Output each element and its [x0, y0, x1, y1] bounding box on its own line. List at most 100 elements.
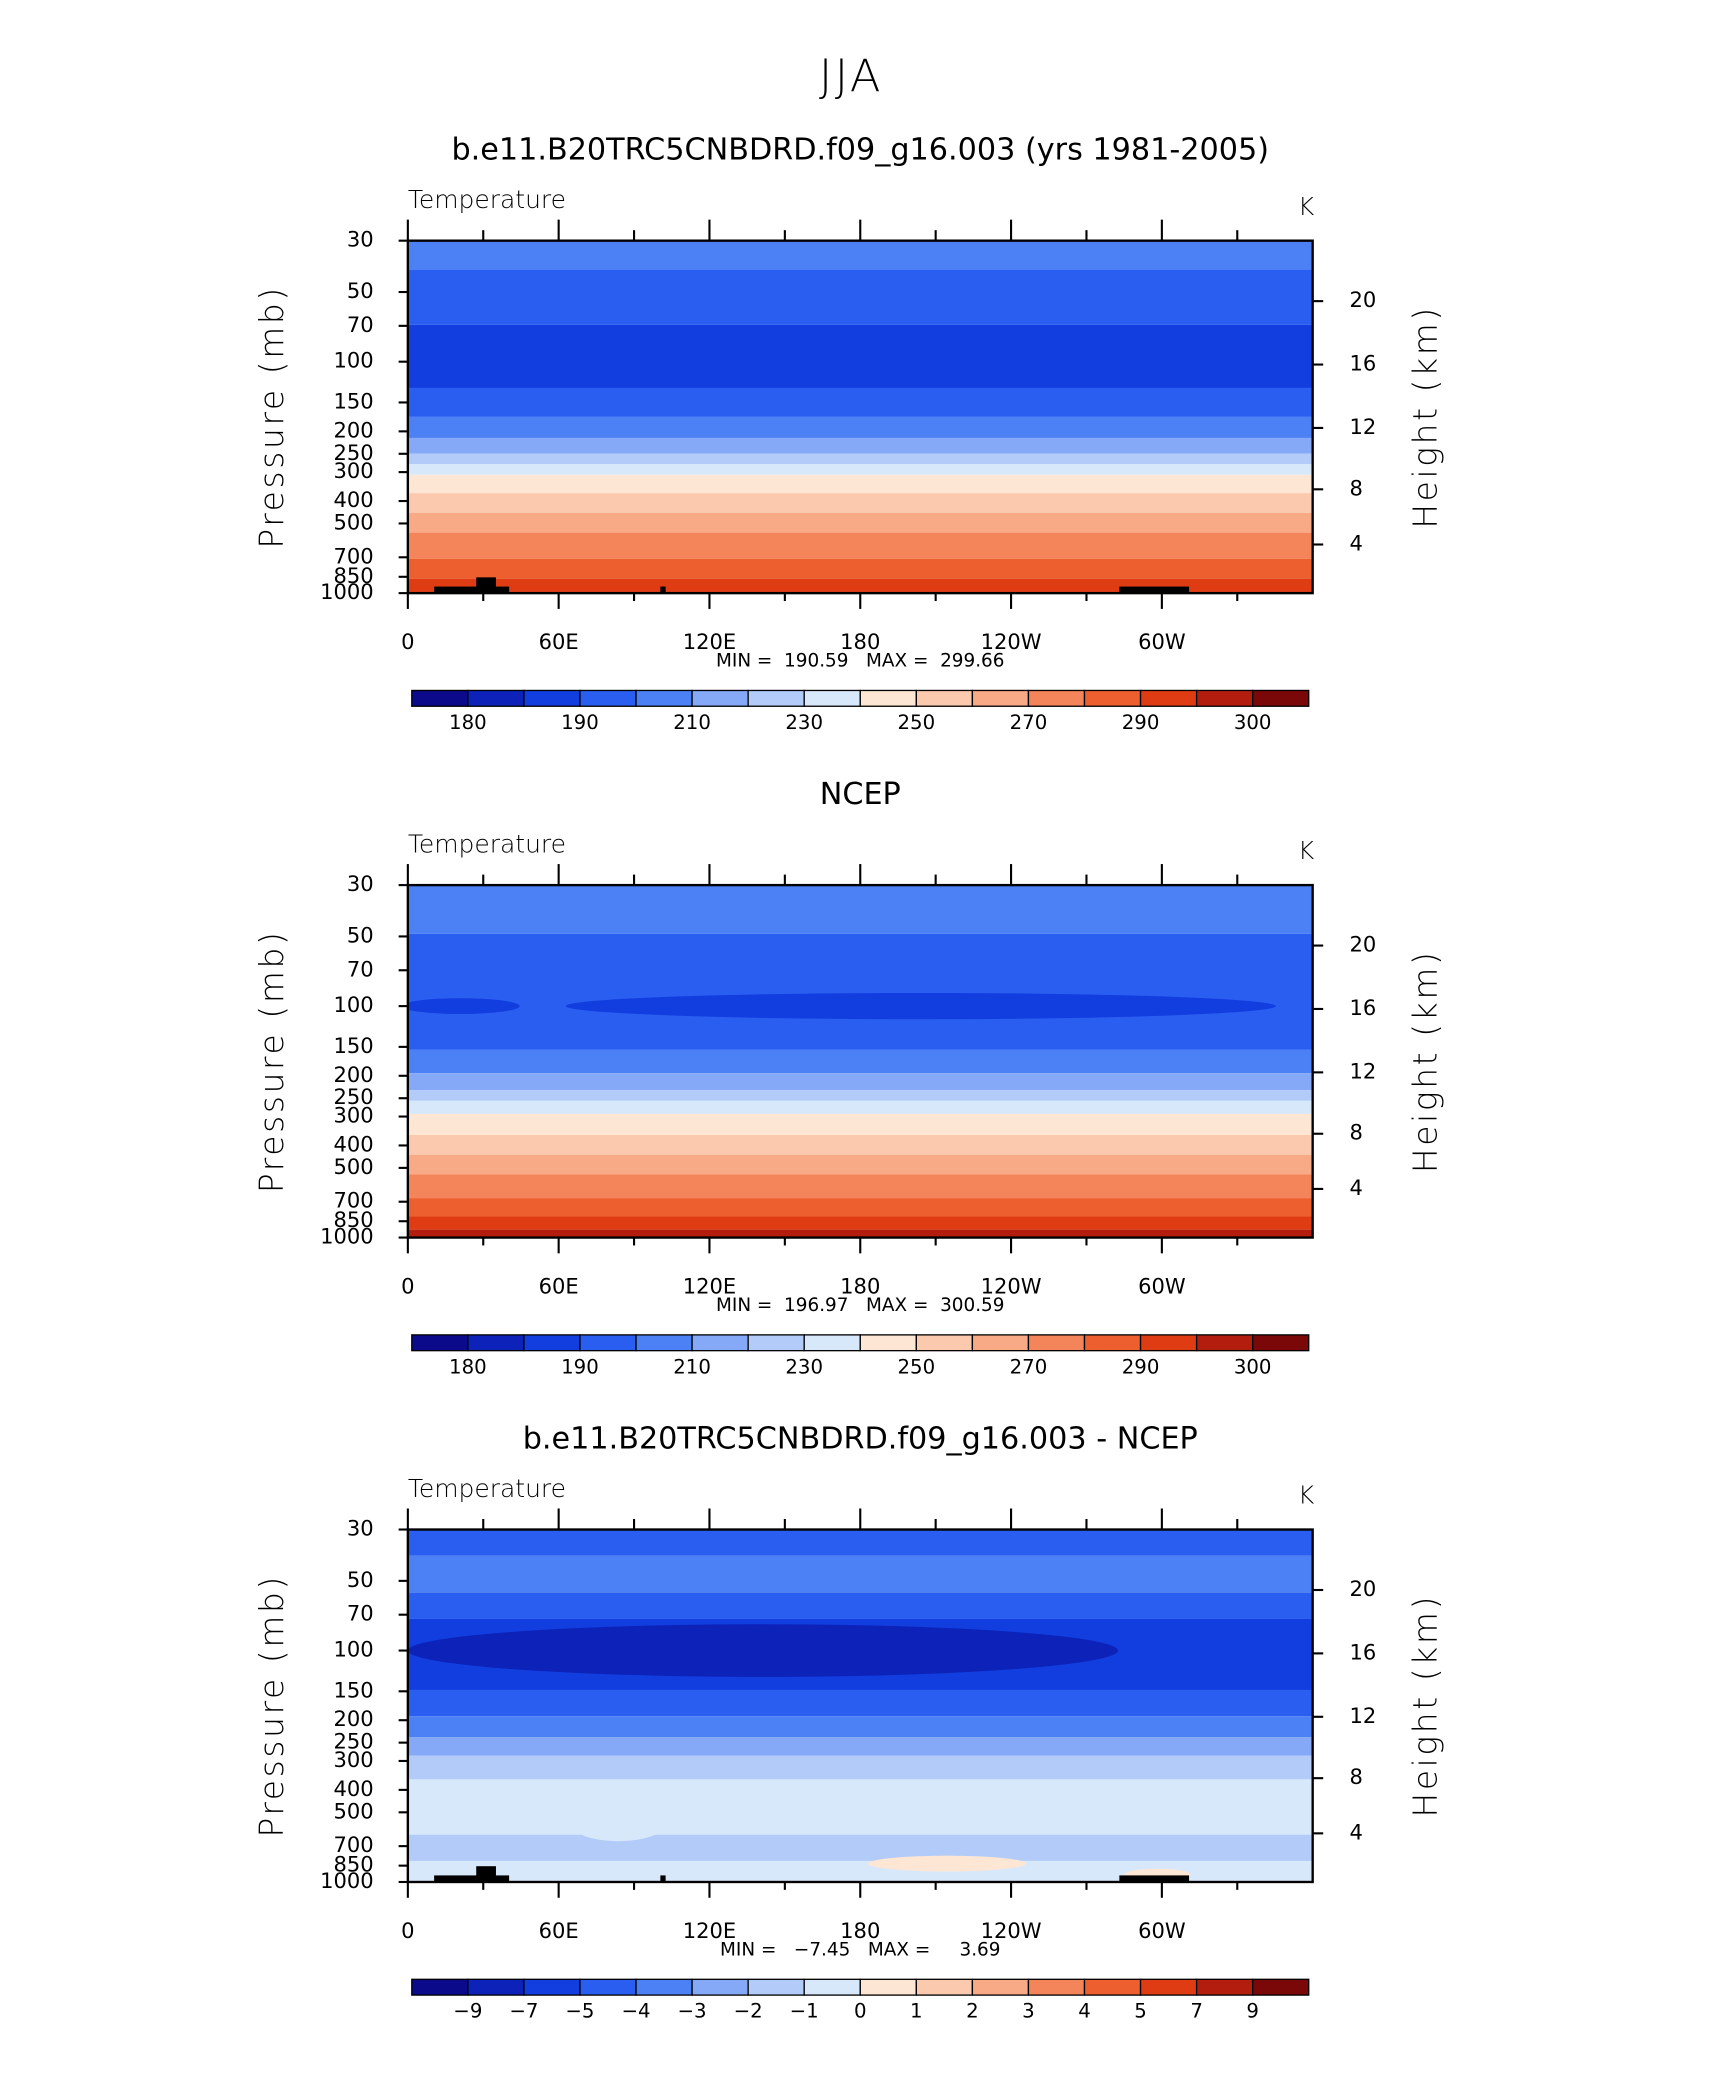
y2-axis-label: Height (km)	[1406, 305, 1445, 529]
contour-band	[407, 1049, 1313, 1074]
colorbar-box	[1252, 689, 1310, 707]
panel: b.e11.B20TRC5CNBDRD.f09_g16.003 - NCEP Te…	[252, 1422, 1444, 2023]
contour-band	[407, 933, 1313, 1050]
colorbar-label: 210	[673, 1355, 711, 1378]
colorbar-box	[1083, 1978, 1142, 1996]
panel-subtitle: Temperature	[408, 185, 566, 214]
colorbar-label: −4	[621, 2000, 650, 2023]
colorbar-label: 190	[561, 1355, 599, 1378]
contour-band	[407, 416, 1313, 438]
y2-tick-label: 20	[1349, 287, 1376, 312]
colorbar-label: 250	[897, 711, 935, 734]
colorbar-label: 4	[1078, 2000, 1091, 2023]
colorbar-box	[1027, 1334, 1086, 1352]
colorbar-box	[1139, 1978, 1198, 1996]
colorbar-box	[859, 689, 917, 707]
contour-band	[407, 1689, 1313, 1717]
colorbar-label: 300	[1234, 1355, 1272, 1378]
contour-band	[407, 558, 1313, 579]
colorbar-box	[467, 1334, 525, 1352]
contour-blob	[565, 992, 1276, 1020]
contour-band	[407, 1100, 1313, 1114]
colorbar-box	[1027, 689, 1086, 707]
y-tick-label: 70	[347, 956, 374, 981]
contour-band	[407, 1529, 1313, 1556]
colorbar-label: 1	[910, 2000, 923, 2023]
y-tick-label: 850	[333, 1852, 373, 1877]
colorbar-box	[579, 1334, 637, 1352]
y-tick-label: 50	[347, 1567, 374, 1592]
terrain	[1119, 586, 1190, 594]
x-tick-label: 120E	[683, 1918, 736, 1943]
x-tick-label: 60W	[1138, 1918, 1186, 1943]
x-tick-label: 180	[840, 1918, 880, 1943]
contour-band	[407, 1174, 1313, 1199]
y-tick-label: 500	[333, 1154, 373, 1179]
contour-band	[407, 453, 1313, 465]
terrain	[476, 1866, 496, 1882]
y-tick-label: 300	[333, 458, 373, 483]
y-tick-label: 300	[333, 1103, 373, 1128]
y2-tick-label: 12	[1349, 1703, 1376, 1728]
colorbar-label: 0	[854, 2000, 867, 2023]
x-tick-label: 0	[401, 1918, 414, 1943]
y-tick-label: 1000	[320, 579, 374, 604]
y2-axis-label: Height (km)	[1406, 950, 1445, 1174]
colorbar-box	[1195, 1334, 1254, 1352]
colorbar-box	[747, 1334, 805, 1352]
y2-tick-label: 8	[1349, 475, 1362, 500]
colorbar-box	[411, 1978, 469, 1996]
colorbar-label: 3	[1022, 2000, 1035, 2023]
units-label: K	[1298, 192, 1315, 221]
contour-band	[407, 1113, 1313, 1135]
y-tick-label: 400	[333, 1131, 373, 1156]
contour-band	[407, 324, 1313, 388]
contour-band	[407, 578, 1313, 594]
colorbar-box	[523, 689, 581, 707]
contour-band	[407, 885, 1313, 934]
contour-band	[407, 1090, 1313, 1101]
y-tick-label: 200	[333, 1062, 373, 1087]
x-tick-label: 120E	[683, 1274, 736, 1299]
y-tick-label: 300	[333, 1747, 373, 1772]
colorbar-box	[635, 689, 693, 707]
colorbar-label: 290	[1122, 711, 1160, 734]
colorbar-box	[915, 1978, 974, 1996]
y2-tick-label: 20	[1349, 1576, 1376, 1601]
contour-band	[407, 493, 1313, 513]
contour-band	[407, 387, 1313, 417]
colorbar-box	[579, 1978, 637, 1996]
colorbar-box	[1083, 689, 1142, 707]
colorbar-label: −3	[678, 2000, 707, 2023]
y-tick-label: 250	[333, 1084, 373, 1109]
colorbar-box	[1252, 1978, 1310, 1996]
x-tick-label: 60E	[539, 629, 579, 654]
colorbar-label: −2	[734, 2000, 763, 2023]
panel-title: b.e11.B20TRC5CNBDRD.f09_g16.003 - NCEP	[523, 1422, 1198, 1457]
x-tick-label: 120W	[981, 1274, 1042, 1299]
terrain	[476, 577, 496, 594]
y2-tick-label: 4	[1349, 531, 1362, 556]
min-max-label: MIN = −7.45 MAX = 3.69	[720, 1939, 1000, 1960]
y2-tick-label: 8	[1349, 1120, 1362, 1145]
y-tick-label: 500	[333, 1798, 373, 1823]
x-tick-label: 60E	[539, 1918, 579, 1943]
contour-blob	[868, 1855, 1026, 1872]
y-axis-label: Pressure (mb)	[252, 285, 291, 548]
y-tick-label: 250	[333, 440, 373, 465]
colorbar-label: 300	[1234, 711, 1272, 734]
y2-tick-label: 20	[1349, 932, 1376, 957]
contour-blob	[407, 998, 520, 1014]
contour-band	[407, 1154, 1313, 1175]
colorbar-box	[747, 689, 805, 707]
units-label: K	[1298, 1481, 1315, 1510]
panel: b.e11.B20TRC5CNBDRD.f09_g16.003 (yrs 198…	[252, 133, 1444, 734]
colorbar-box	[1195, 689, 1254, 707]
contour-field	[407, 240, 1313, 594]
contour-band	[407, 1737, 1313, 1756]
colorbar-label: 270	[1010, 1355, 1048, 1378]
y-tick-label: 30	[347, 871, 374, 896]
y-tick-label: 700	[333, 1832, 373, 1857]
